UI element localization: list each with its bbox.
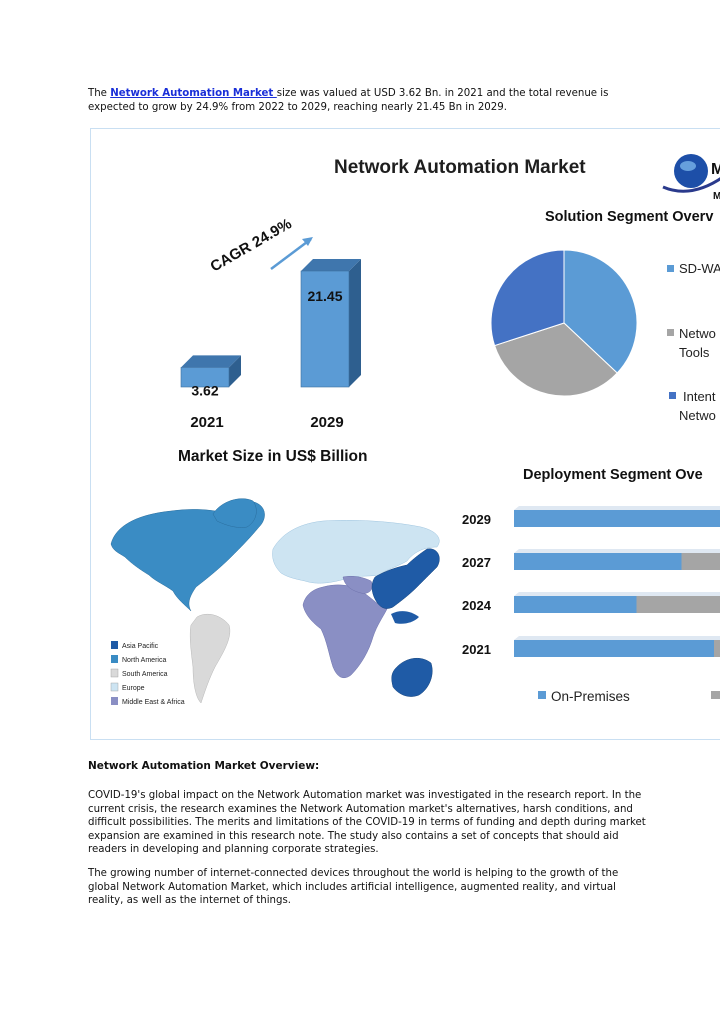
map-legend-swatch-north-america xyxy=(111,655,118,663)
south-america-region xyxy=(189,614,231,704)
world-map xyxy=(110,498,440,704)
logo-text-bottom: MA xyxy=(713,191,720,202)
market-infographic: Network Automation Market M MA 3.6220212… xyxy=(90,128,720,740)
deploy-bar-other xyxy=(714,640,720,657)
cagr-arrowhead-icon xyxy=(302,237,313,246)
bar-top xyxy=(181,355,241,368)
map-legend-label-asia-pacific: Asia Pacific xyxy=(122,643,159,650)
logo-text-top: M xyxy=(711,161,720,178)
bar-2029 xyxy=(300,270,350,388)
deploy-bar-other xyxy=(636,596,720,613)
legend-swatch-intent-network xyxy=(669,392,676,399)
deployment-bar-chart: 2029 2027 2024 2021 xyxy=(462,506,720,657)
solution-segment-title: Solution Segment Overv xyxy=(545,209,713,225)
deploy-bar-other xyxy=(681,553,720,570)
deploy-category-label: 2021 xyxy=(462,642,491,657)
bar-side xyxy=(349,259,361,387)
deploy-bar-on-premises xyxy=(514,596,637,613)
bar-category-label: 2029 xyxy=(310,414,343,431)
bar-category-label: 2021 xyxy=(190,414,223,431)
intro-prefix: The xyxy=(88,88,111,99)
map-legend-swatch-middle-east-africa xyxy=(111,697,118,705)
deploy-bar-on-premises xyxy=(514,640,714,657)
overview-paragraph-1: COVID-19's global impact on the Network … xyxy=(88,790,646,855)
deployment-legend-swatch-on-premises xyxy=(538,691,546,699)
pie-slice xyxy=(490,249,565,347)
company-logo: M MA xyxy=(662,154,720,202)
middle-east-region xyxy=(342,575,373,594)
bar-side xyxy=(229,355,241,387)
map-legend: Asia Pacific North America South America… xyxy=(110,641,185,706)
europe-region xyxy=(272,520,440,584)
map-legend-label-middle-east-africa: Middle East & Africa xyxy=(122,699,185,706)
infographic-title: Network Automation Market xyxy=(334,157,586,178)
bar-2021 xyxy=(180,367,230,388)
market-size-bar-chart: 3.62 2021 21.45 2029 xyxy=(180,259,361,431)
bar-value-label: 21.45 xyxy=(307,288,342,304)
infographic-canvas: Network Automation Market M MA 3.6220212… xyxy=(110,154,720,706)
australia-region xyxy=(391,657,433,697)
map-legend-label-europe: Europe xyxy=(122,685,145,692)
deployment-legend-swatch-second xyxy=(711,691,720,699)
map-legend-swatch-south-america xyxy=(110,668,119,678)
intro-paragraph: The Network Automation Market size was v… xyxy=(88,87,648,114)
solution-legend: SD-WA Netwo Tools Intent Netwo xyxy=(667,261,720,423)
legend-label-intent-network-1: Intent xyxy=(683,389,716,404)
bar-value-label: 3.62 xyxy=(191,382,218,398)
deploy-bar-top xyxy=(514,506,720,510)
deploy-bar-top xyxy=(514,592,720,596)
deployment-segment-title: Deployment Segment Ove xyxy=(523,467,703,483)
middle-east-africa-region xyxy=(302,584,388,678)
intro-suffix: size was valued at USD 3.62 Bn. in 2021 … xyxy=(88,88,609,113)
network-automation-market-link[interactable]: Network Automation Market xyxy=(110,88,277,99)
deployment-legend-label-on-premises: On-Premises xyxy=(551,689,630,704)
deploy-category-label: 2024 xyxy=(462,598,492,613)
deploy-category-label: 2029 xyxy=(462,512,491,527)
pie-slice xyxy=(563,249,638,374)
map-legend-swatch-asia-pacific xyxy=(111,641,118,649)
deploy-bar-top xyxy=(514,549,720,553)
solution-pie-chart xyxy=(490,249,638,397)
greenland-region xyxy=(212,498,257,528)
globe-icon xyxy=(674,154,708,188)
pie-slice xyxy=(493,322,618,397)
map-legend-label-north-america: North America xyxy=(122,657,166,664)
cagr-arrow-line xyxy=(270,238,312,270)
legend-label-sdwan: SD-WA xyxy=(679,261,720,276)
overview-heading: Network Automation Market Overview: xyxy=(88,760,320,772)
deploy-category-label: 2027 xyxy=(462,555,491,570)
bar-top xyxy=(301,259,361,271)
legend-label-intent-network-2: Netwo xyxy=(679,408,716,423)
asia-pacific-region xyxy=(371,548,440,609)
legend-swatch-sdwan xyxy=(667,265,674,272)
map-legend-swatch-europe xyxy=(110,682,119,692)
deploy-bar-on-premises xyxy=(514,553,682,570)
legend-label-network-tools-2: Tools xyxy=(679,345,710,360)
market-size-title: Market Size in US$ Billion xyxy=(178,448,368,465)
deploy-bar-top xyxy=(514,636,720,640)
overview-paragraph-2: The growing number of internet-connected… xyxy=(88,868,619,906)
southeast-asia-islands xyxy=(391,611,419,624)
map-legend-label-south-america: South America xyxy=(122,671,168,678)
cagr-label: CAGR 24.9% xyxy=(208,215,295,275)
deploy-bar-on-premises xyxy=(514,510,720,527)
legend-label-network-tools-1: Netwo xyxy=(679,326,716,341)
legend-swatch-network-tools xyxy=(667,329,674,336)
